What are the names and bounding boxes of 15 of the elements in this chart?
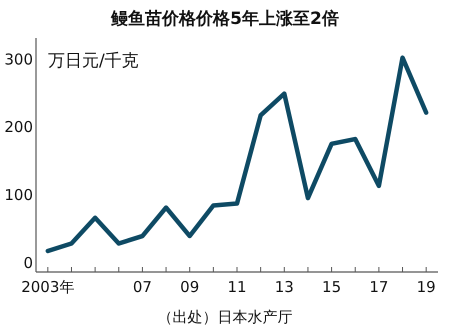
y-axis-title: 万日元/千克 bbox=[48, 51, 139, 71]
x-tick-label: 2003年 bbox=[21, 278, 74, 296]
x-tick-label: 17 bbox=[369, 278, 388, 296]
x-tick-label: 07 bbox=[132, 278, 152, 296]
y-tick-label: 200 bbox=[4, 118, 33, 136]
x-tick-label: 09 bbox=[180, 278, 200, 296]
y-tick-label: 100 bbox=[4, 186, 33, 204]
x-tick-label: 19 bbox=[416, 278, 436, 296]
x-tick-label: 11 bbox=[227, 278, 247, 296]
chart-title: 鳗鱼苗价格价格5年上涨至2倍 bbox=[110, 9, 339, 29]
x-tick-label: 13 bbox=[274, 278, 294, 296]
y-tick-label: 0 bbox=[23, 254, 33, 272]
y-tick-label: 300 bbox=[4, 50, 33, 68]
x-tick-label: 15 bbox=[322, 278, 342, 296]
text: （出处）日本水产厅 bbox=[158, 308, 292, 326]
